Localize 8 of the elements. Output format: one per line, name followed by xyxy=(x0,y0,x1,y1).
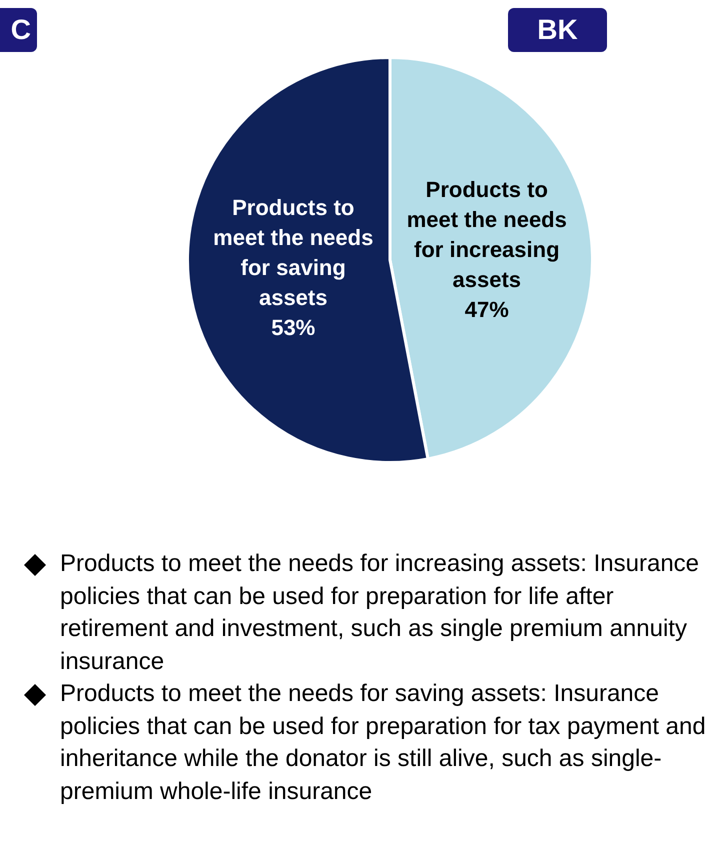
text: BK xyxy=(508,8,607,52)
slice-label: Products to meet the needs for increasing assets xyxy=(406,176,567,292)
slice-label: Products to meet the needs for saving assets xyxy=(213,195,374,310)
text: C xyxy=(0,8,37,52)
data-label: 53% xyxy=(271,315,316,340)
data-label: 47% xyxy=(464,296,509,322)
text: Products to meet the needs for increasing assets: Insurance policies that can be used for preparation for life after retirement and investment, such as single premium annuity insurance xyxy=(60,549,700,676)
text: Products to meet the needs for saving assets: Insurance policies that can be used for preparation for tax payment and inheritance while the donator is still alive, such as single-premium whole-life insurance xyxy=(60,679,707,806)
